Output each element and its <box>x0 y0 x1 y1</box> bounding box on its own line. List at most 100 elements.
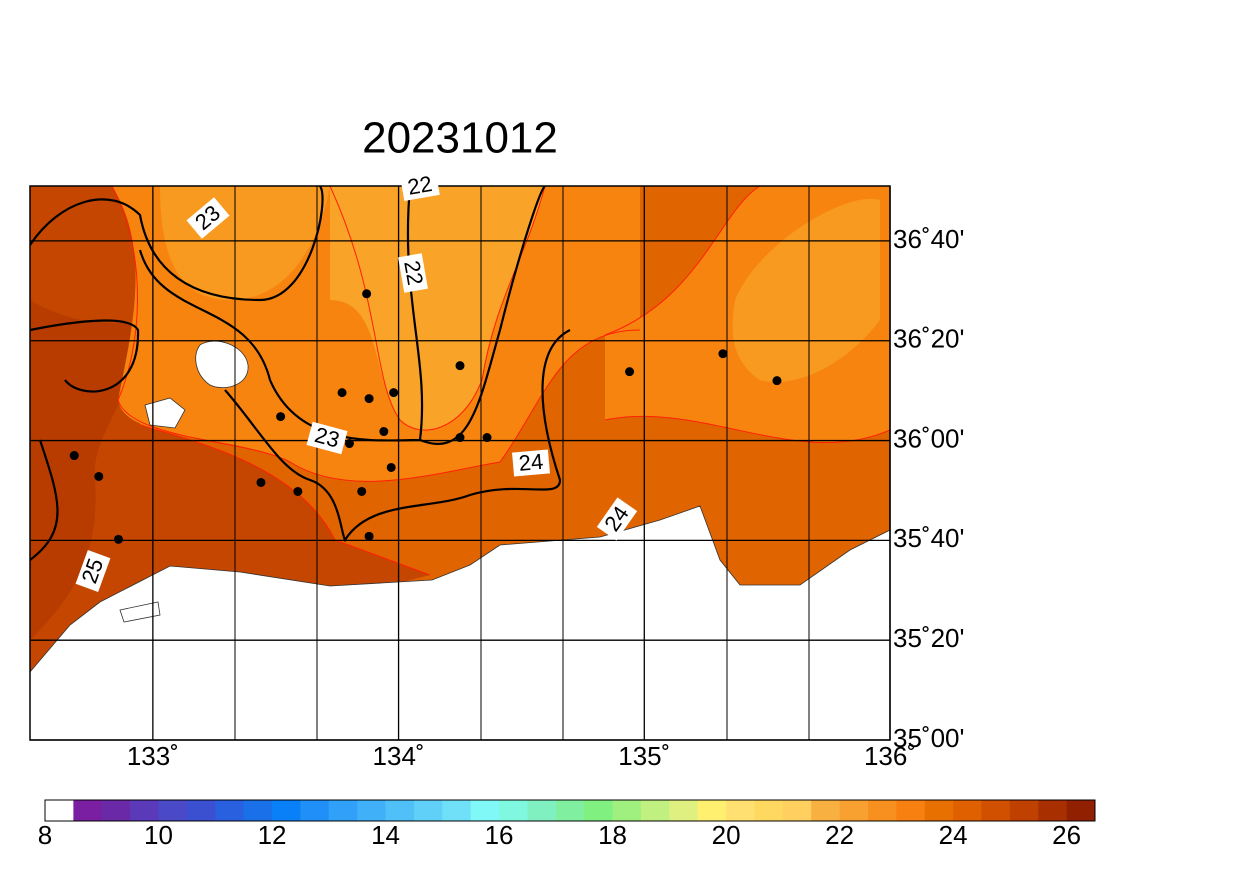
colorbar-box <box>413 800 443 821</box>
station <box>362 289 372 299</box>
colorbar-box <box>924 800 954 821</box>
colorbar-box <box>726 800 755 821</box>
contour-label-box <box>186 197 230 239</box>
station <box>386 462 396 472</box>
map-title: 20231012 <box>362 114 558 163</box>
station <box>357 486 367 496</box>
minor-grid <box>234 186 810 740</box>
x-tick-label: 135˚ <box>618 741 670 771</box>
station <box>337 388 347 398</box>
station <box>772 376 782 386</box>
colorbar-label: 8 <box>38 820 52 850</box>
colorbar-box <box>839 800 869 821</box>
y-tick-label: 35˚40' <box>893 523 964 553</box>
contour-label-text: 22 <box>406 171 434 200</box>
contour-label-box <box>306 421 348 455</box>
colorbar-box <box>385 800 415 821</box>
colorbar-box <box>1038 800 1068 821</box>
colorbar-box <box>867 800 897 821</box>
colorbar-box <box>584 800 614 821</box>
contour-label: 23 <box>306 421 348 455</box>
contour-label: 22 <box>400 171 440 201</box>
x-tick-label: 133˚ <box>127 741 179 771</box>
colorbar-box <box>101 800 131 821</box>
colorbar-label: 22 <box>825 820 854 850</box>
station <box>293 486 303 496</box>
isotherms <box>30 186 571 561</box>
contour-label: 22 <box>398 253 428 293</box>
colorbar-box <box>300 800 330 821</box>
colorbar-box <box>1009 800 1039 821</box>
colorbar-box <box>272 800 301 821</box>
colorbar-box <box>669 800 699 821</box>
colorbar-box <box>130 800 160 821</box>
sst-25-core <box>30 300 136 640</box>
y-tick-label: 35˚00' <box>893 723 964 753</box>
colorbar-label: 16 <box>485 820 514 850</box>
station <box>389 388 399 398</box>
colorbar-label: 20 <box>712 820 741 850</box>
contour-label-box <box>398 253 428 293</box>
contour-label-text: 24 <box>518 449 545 476</box>
station <box>379 427 389 437</box>
colorbar-box <box>243 800 273 821</box>
colorbar-box <box>470 800 500 821</box>
station <box>256 477 266 487</box>
colorbar-box <box>782 800 812 821</box>
colorbar-box <box>186 800 216 821</box>
colorbar-label: 24 <box>939 820 968 850</box>
station <box>344 439 354 449</box>
station <box>364 531 374 541</box>
colorbar-box <box>811 800 841 821</box>
colorbar-frame <box>44 799 1096 822</box>
colorbar-box <box>527 800 557 821</box>
colorbar-box <box>640 800 670 821</box>
colorbar-box <box>754 800 784 821</box>
colorbar-box <box>328 800 358 821</box>
station <box>94 471 104 481</box>
sst-22 <box>330 186 545 431</box>
contour-label-box <box>75 549 111 593</box>
colorbar-box <box>1066 800 1096 821</box>
map-frame <box>29 185 891 741</box>
contour-label-box <box>596 497 638 541</box>
station <box>69 451 79 461</box>
colorbar-label: 12 <box>258 820 287 850</box>
sst-22-east <box>732 198 880 382</box>
colorbar-box <box>73 800 103 821</box>
station <box>455 433 465 443</box>
island <box>144 397 186 429</box>
y-tick-label: 36˚00' <box>893 423 964 453</box>
station <box>482 433 492 443</box>
colorbar-box <box>896 800 926 821</box>
colorbar-label: 26 <box>1052 820 1081 850</box>
colorbar-box <box>215 800 245 821</box>
y-tick-label: 35˚20' <box>893 623 964 653</box>
colorbar-label: 10 <box>144 820 173 850</box>
station <box>113 534 123 544</box>
y-tick-label: 36˚40' <box>893 224 964 254</box>
colorbar-box <box>442 800 472 821</box>
station <box>276 412 286 422</box>
colorbar-box <box>953 800 982 821</box>
sst-25 <box>30 186 430 680</box>
y-tick-label: 36˚20' <box>893 324 964 354</box>
lake <box>119 601 161 623</box>
colorbar-box <box>357 800 387 821</box>
contour-label-box <box>400 171 440 201</box>
x-tick-label: 134˚ <box>373 741 425 771</box>
land <box>30 505 890 740</box>
station <box>625 367 635 377</box>
contour-label: 24 <box>512 449 550 477</box>
colorbar-box <box>981 800 1011 821</box>
colorbar-box <box>499 800 528 821</box>
sst-field <box>30 186 890 740</box>
colorbar-box <box>158 800 188 821</box>
contour-label-box <box>512 449 550 477</box>
contour-label-text: 22 <box>399 259 428 287</box>
colorbar-box <box>555 800 585 821</box>
colorbar-box <box>697 800 727 821</box>
station <box>718 349 728 359</box>
colorbar-label: 14 <box>371 820 400 850</box>
